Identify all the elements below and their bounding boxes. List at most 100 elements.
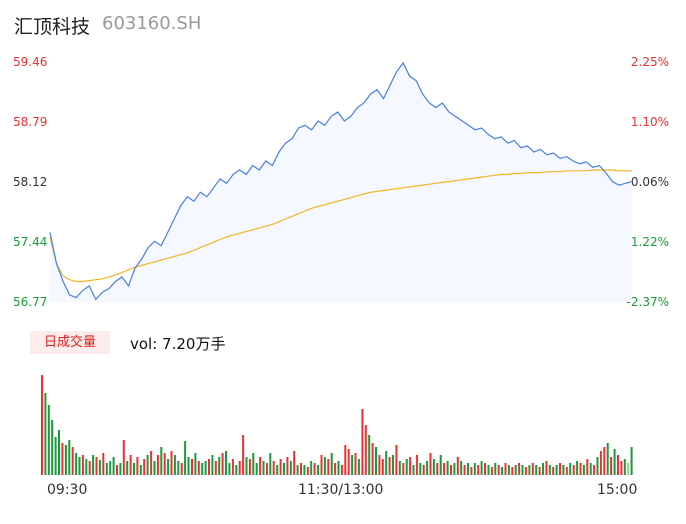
- volume-bar: [286, 457, 289, 475]
- volume-bar: [211, 455, 214, 475]
- volume-bar: [535, 465, 538, 475]
- stock-code: 603160.SH: [102, 13, 202, 34]
- volume-bar: [395, 445, 398, 475]
- volume-bar: [119, 463, 122, 475]
- volume-bar: [409, 457, 412, 475]
- volume-bar: [283, 463, 285, 475]
- volume-bar: [542, 463, 544, 475]
- volume-bar: [456, 457, 459, 475]
- volume-bar: [306, 467, 309, 475]
- volume-bar: [507, 465, 510, 475]
- volume-bar: [265, 463, 268, 475]
- volume-bar: [320, 455, 323, 475]
- volume-bar: [95, 457, 98, 475]
- volume-bar: [184, 441, 187, 475]
- volume-bar: [191, 459, 193, 475]
- volume-bar: [228, 463, 231, 475]
- volume-bar: [180, 463, 183, 475]
- volume-bar: [620, 461, 623, 475]
- volume-bar: [357, 459, 360, 475]
- volume-bar: [150, 451, 153, 475]
- volume-bar: [51, 420, 54, 475]
- volume-bar: [68, 440, 71, 475]
- volume-bar: [565, 467, 568, 475]
- volume-bar: [617, 455, 619, 475]
- volume-bar: [378, 455, 381, 475]
- volume-bar: [109, 461, 112, 475]
- volume-bar: [381, 459, 384, 475]
- price-line: [49, 61, 633, 301]
- volume-bar: [361, 409, 364, 475]
- volume-bar: [484, 463, 486, 475]
- y-tick-right-5: -2.37%: [626, 295, 669, 309]
- volume-bar: [385, 451, 388, 475]
- volume-bar: [344, 445, 347, 475]
- volume-bar: [71, 447, 74, 475]
- volume-bar: [102, 453, 105, 475]
- volume-bar: [242, 435, 245, 475]
- volume-bar: [514, 465, 517, 475]
- volume-bar: [303, 465, 306, 475]
- volume-bar: [470, 467, 473, 475]
- volume-bar: [593, 465, 596, 475]
- volume-bar: [122, 440, 125, 475]
- volume-bar: [613, 449, 616, 475]
- volume-bar: [194, 453, 197, 475]
- volume-bar: [231, 459, 234, 475]
- volume-bar: [422, 465, 425, 475]
- volume-bar: [78, 457, 81, 475]
- volume-bar: [201, 463, 204, 475]
- volume-bar: [552, 467, 555, 475]
- volume-bar: [317, 465, 320, 475]
- volume-bar: [511, 467, 514, 475]
- volume-bar: [269, 453, 272, 475]
- daily-volume-button[interactable]: 日成交量: [30, 331, 110, 354]
- volume-bar: [477, 465, 480, 475]
- volume-bar: [81, 455, 84, 475]
- volume-bar: [419, 463, 422, 475]
- volume-bar: [173, 455, 176, 475]
- volume-bar: [187, 457, 190, 475]
- y-tick-right-1: 2.25%: [630, 55, 669, 69]
- y-tick-left-4: 57.44: [13, 235, 48, 249]
- volume-bar: [337, 461, 340, 475]
- volume-bar: [143, 459, 146, 475]
- volume-bar: [47, 405, 50, 475]
- volume-bar: [41, 375, 43, 475]
- volume-bar: [364, 425, 367, 475]
- stock-name: 汇顶科技: [14, 16, 91, 38]
- volume-bar: [146, 455, 149, 475]
- volume-bar: [221, 453, 224, 475]
- volume-bar: [480, 461, 483, 475]
- volume-bar: [347, 449, 350, 475]
- volume-bar: [518, 463, 521, 475]
- volume-bar: [371, 443, 374, 475]
- y-tick-right-4: -1.22%: [626, 235, 669, 249]
- volume-bar: [589, 463, 592, 475]
- volume-bar: [300, 463, 302, 475]
- y-tick-left-3: 58.12: [13, 175, 48, 189]
- volume-bar: [415, 455, 418, 475]
- volume-bar: [487, 465, 490, 475]
- volume-bar: [197, 461, 200, 475]
- volume-bar: [340, 465, 343, 475]
- volume-bar: [296, 465, 299, 475]
- volume-bar: [388, 457, 391, 475]
- volume-bar: [446, 461, 449, 475]
- volume-bar: [214, 461, 217, 475]
- volume-bar: [596, 457, 599, 475]
- volume-bar: [61, 443, 64, 475]
- average-price-line: [49, 169, 632, 283]
- volume-bar: [524, 467, 527, 475]
- volume-bar: [252, 453, 255, 475]
- y-tick-right-2: 1.10%: [630, 115, 669, 129]
- x-tick-midday: 11:30/13:00: [298, 482, 384, 498]
- volume-bar: [402, 463, 405, 475]
- volume-readout: vol: 7.20万手: [130, 335, 226, 353]
- volume-bar: [562, 465, 565, 475]
- x-tick-close: 15:00: [597, 482, 638, 498]
- y-tick-left-5: 56.77: [13, 295, 48, 309]
- volume-bar: [603, 447, 606, 475]
- volume-bar: [582, 465, 585, 475]
- volume-bar: [129, 455, 132, 475]
